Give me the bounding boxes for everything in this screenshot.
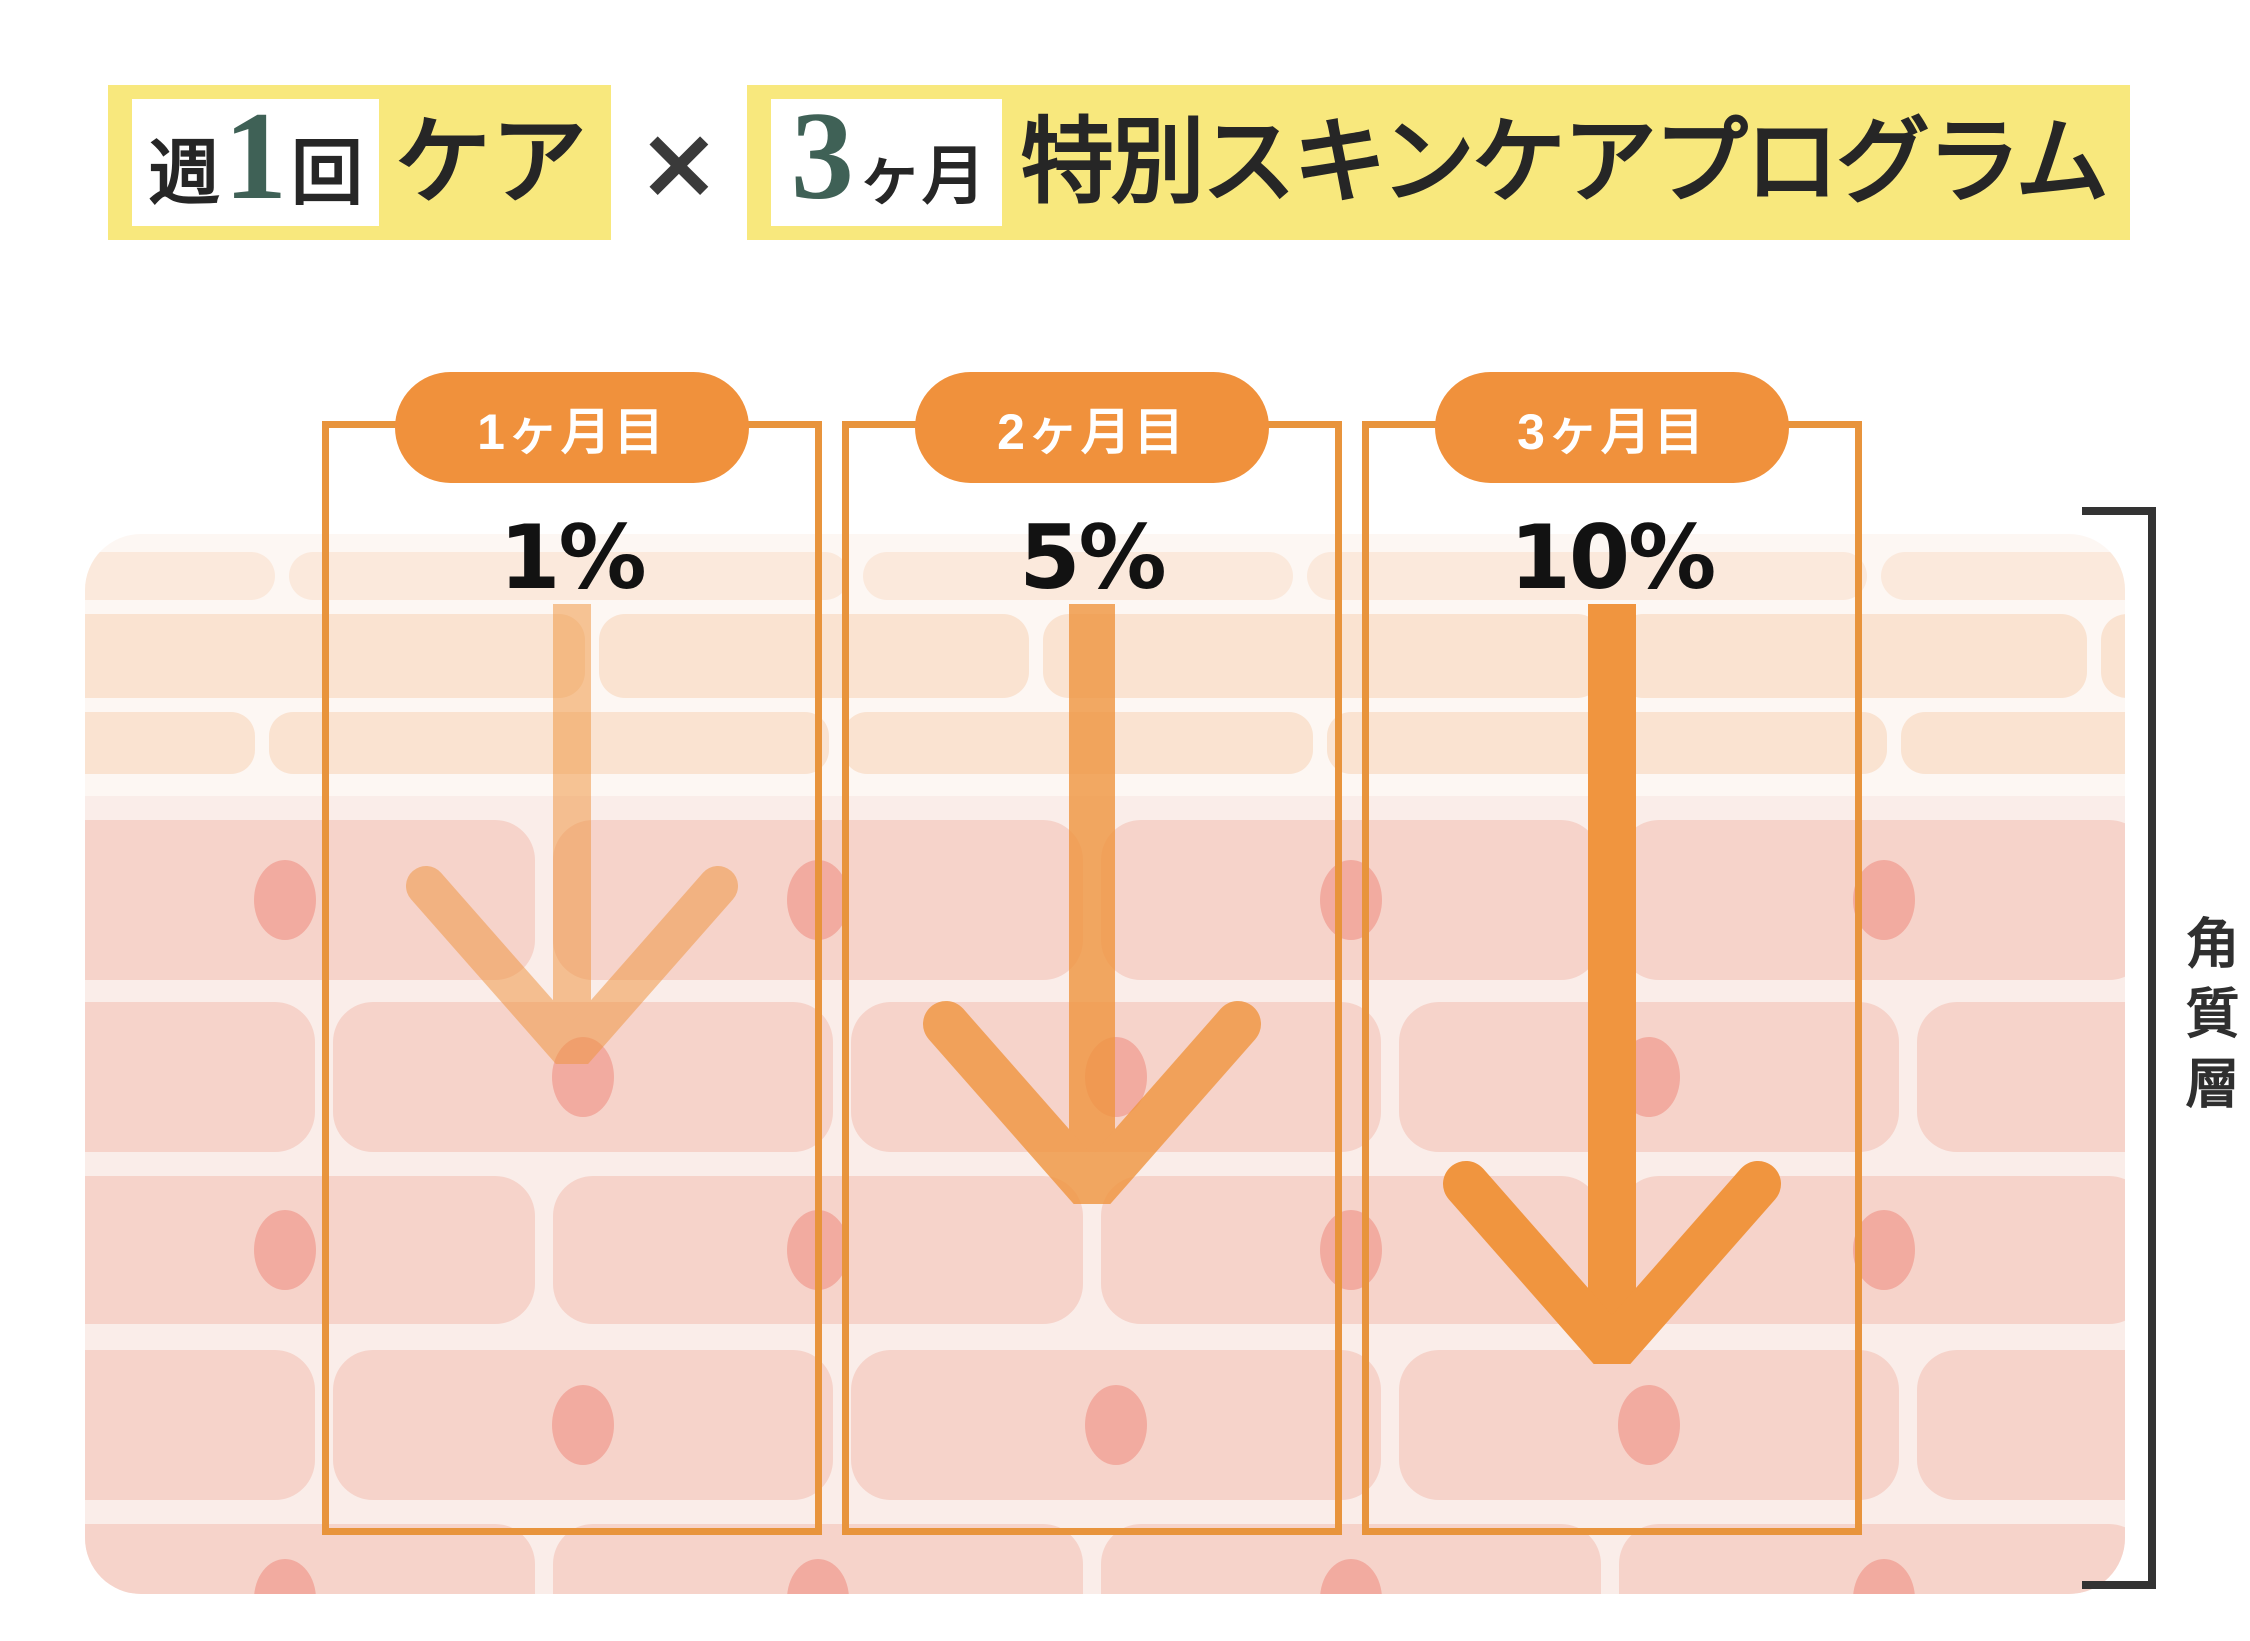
- skin-cell: [85, 552, 275, 600]
- cell-nucleus: [1618, 1385, 1680, 1465]
- week-number: 1: [224, 87, 288, 227]
- stratum-corneum-bracket: [2082, 507, 2156, 1589]
- cell-nucleus: [1853, 1210, 1915, 1290]
- skin-cell: [851, 1350, 1381, 1500]
- skin-cell: [1101, 820, 1601, 980]
- cell-nucleus: [254, 1559, 316, 1594]
- cell-nucleus: [1320, 1210, 1382, 1290]
- month-pill-3: 3ヶ月目: [1435, 372, 1789, 483]
- skin-cell: [1881, 552, 2125, 600]
- weekly-highlight-box: 週 1 回: [132, 87, 380, 227]
- skin-cell: [1399, 1350, 1899, 1500]
- cell-nucleus: [1320, 1559, 1382, 1594]
- skin-cell-row: [85, 820, 2125, 980]
- cell-nucleus: [787, 1559, 849, 1594]
- skin-cell: [599, 614, 1029, 698]
- skin-cell: [1307, 552, 1867, 600]
- title-block-weekly: 週 1 回 ケア: [108, 85, 612, 240]
- cell-nucleus: [254, 1210, 316, 1290]
- cell-nucleus: [1853, 860, 1915, 940]
- skin-cell: [2101, 614, 2125, 698]
- skin-cell: [85, 1002, 315, 1152]
- skin-cell: [269, 712, 829, 774]
- duration-unit: ヶ月: [857, 141, 986, 213]
- concentration-label-1: 1%: [499, 506, 646, 609]
- stratum-corneum-label: 角質層: [2177, 915, 2237, 1125]
- multiply-icon: ×: [637, 103, 721, 221]
- title-block-program: 3 ヶ月 特別スキンケアプログラム: [746, 85, 2131, 240]
- month-pill-2: 2ヶ月目: [915, 372, 1269, 483]
- penetration-arrow-3-icon: [1443, 604, 1781, 1364]
- skin-cell: [1399, 1002, 1899, 1152]
- cell-nucleus: [552, 1385, 614, 1465]
- month-pill-1: 1ヶ月目: [395, 372, 749, 483]
- skin-cell: [553, 1524, 1083, 1594]
- title-banner: 週 1 回 ケア × 3 ヶ月 特別スキンケアプログラム: [108, 85, 2131, 240]
- duration-highlight-box: 3 ヶ月: [770, 87, 1002, 227]
- penetration-arrow-1-icon: [406, 604, 738, 1064]
- skin-cell: [1901, 712, 2125, 774]
- program-name: 特別スキンケアプログラム: [1019, 110, 2109, 215]
- cell-nucleus: [1320, 860, 1382, 940]
- skin-cell: [1101, 1524, 1601, 1594]
- care-label: ケア: [395, 108, 588, 216]
- week-prefix: 週: [148, 134, 221, 215]
- skin-cell: [1043, 614, 1603, 698]
- skin-cell: [85, 1524, 535, 1594]
- week-suffix: 回: [291, 134, 364, 215]
- month-column-3: 3ヶ月目 10%: [1362, 372, 1862, 1535]
- month-column-1: 1ヶ月目 1%: [322, 372, 822, 1535]
- skin-cell-row: [85, 1350, 2125, 1500]
- skin-cell: [85, 1176, 535, 1324]
- skin-cell: [1917, 1350, 2125, 1500]
- concentration-label-2: 5%: [1019, 506, 1166, 609]
- duration-number: 3: [790, 87, 854, 227]
- skin-cell: [85, 614, 585, 698]
- skin-cell-row: [85, 552, 2125, 600]
- skin-cell: [85, 712, 255, 774]
- skin-cell-row: [85, 1524, 2125, 1594]
- cell-nucleus: [254, 860, 316, 940]
- skin-cell: [85, 1350, 315, 1500]
- skin-cell: [1617, 614, 2087, 698]
- skin-cell: [1917, 1002, 2125, 1152]
- skin-cell: [1619, 820, 2125, 980]
- penetration-arrow-2-icon: [923, 604, 1261, 1204]
- skin-cell: [1619, 1524, 2125, 1594]
- cell-nucleus: [1853, 1559, 1915, 1594]
- skin-cell-row: [85, 614, 2125, 698]
- cell-nucleus: [1085, 1385, 1147, 1465]
- concentration-label-3: 10%: [1509, 506, 1717, 609]
- month-column-2: 2ヶ月目 5%: [842, 372, 1342, 1535]
- skin-cell: [333, 1350, 833, 1500]
- skin-cell: [863, 552, 1293, 600]
- skin-cell: [289, 552, 849, 600]
